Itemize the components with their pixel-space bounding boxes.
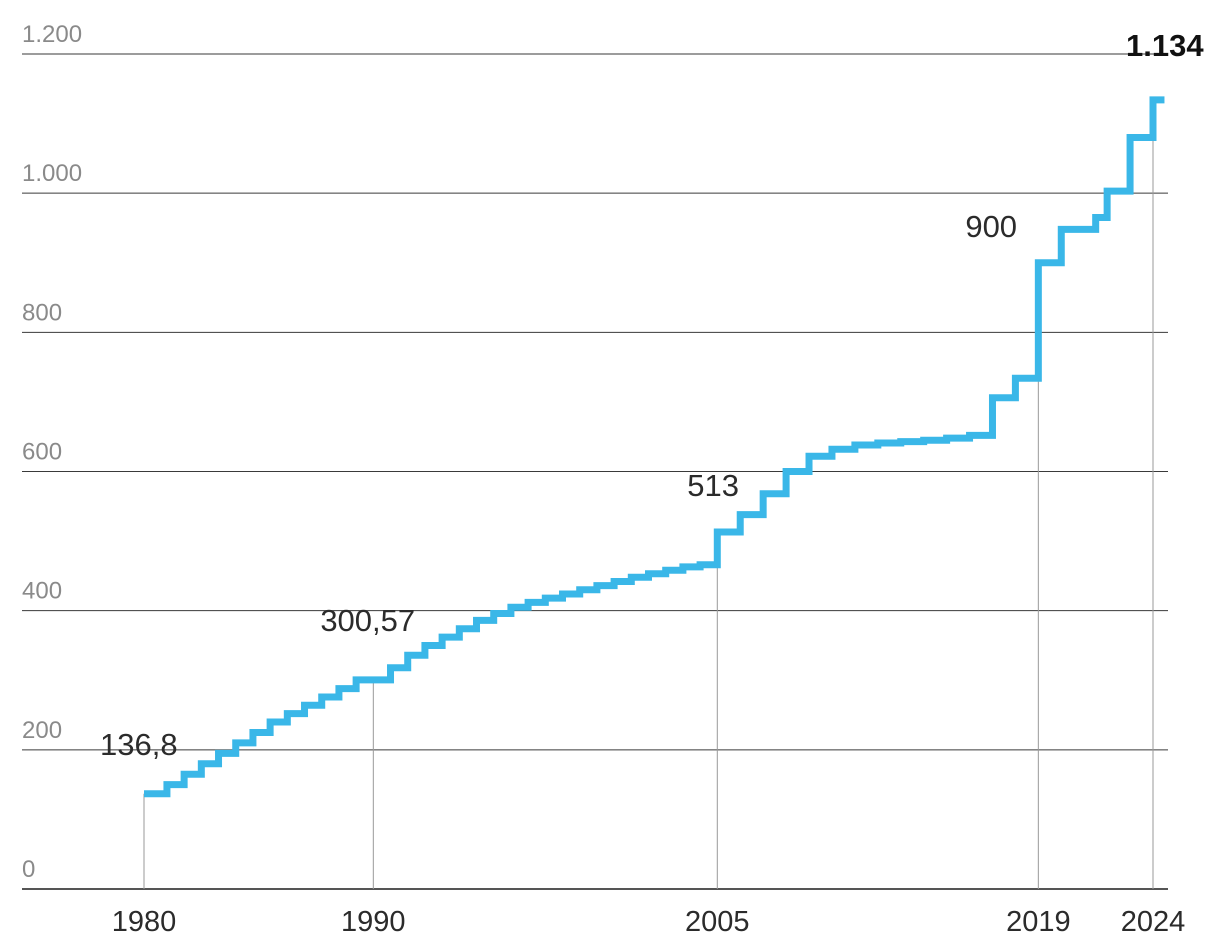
x-tick-label: 1980: [112, 906, 177, 938]
x-tick-label: 2024: [1121, 906, 1186, 938]
y-tick-label: 800: [22, 299, 62, 326]
data-label: 300,57: [320, 603, 415, 638]
x-tick-label: 2019: [1006, 906, 1071, 938]
data-label: 900: [965, 209, 1017, 244]
y-tick-label: 1.200: [22, 21, 82, 48]
y-tick-label: 200: [22, 717, 62, 744]
series-layer: [144, 96, 1165, 798]
y-tick-label: 400: [22, 578, 62, 605]
y-tick-label: 600: [22, 439, 62, 466]
y-tick-label: 0: [22, 856, 35, 883]
grid-layer: [22, 53, 1168, 890]
x-tick-label: 1990: [341, 906, 406, 938]
data-label: 1.134: [1126, 28, 1204, 63]
data-label: 136,8: [100, 727, 178, 762]
x-tick-label: 2005: [685, 906, 750, 938]
data-label: 513: [687, 468, 739, 503]
labels-layer: 0 200 400 600 800 1.000 1.200 1980 1990 2005 2019 2…: [22, 21, 1204, 938]
series-line: [144, 96, 1165, 798]
y-tick-label: 1.000: [22, 160, 82, 187]
